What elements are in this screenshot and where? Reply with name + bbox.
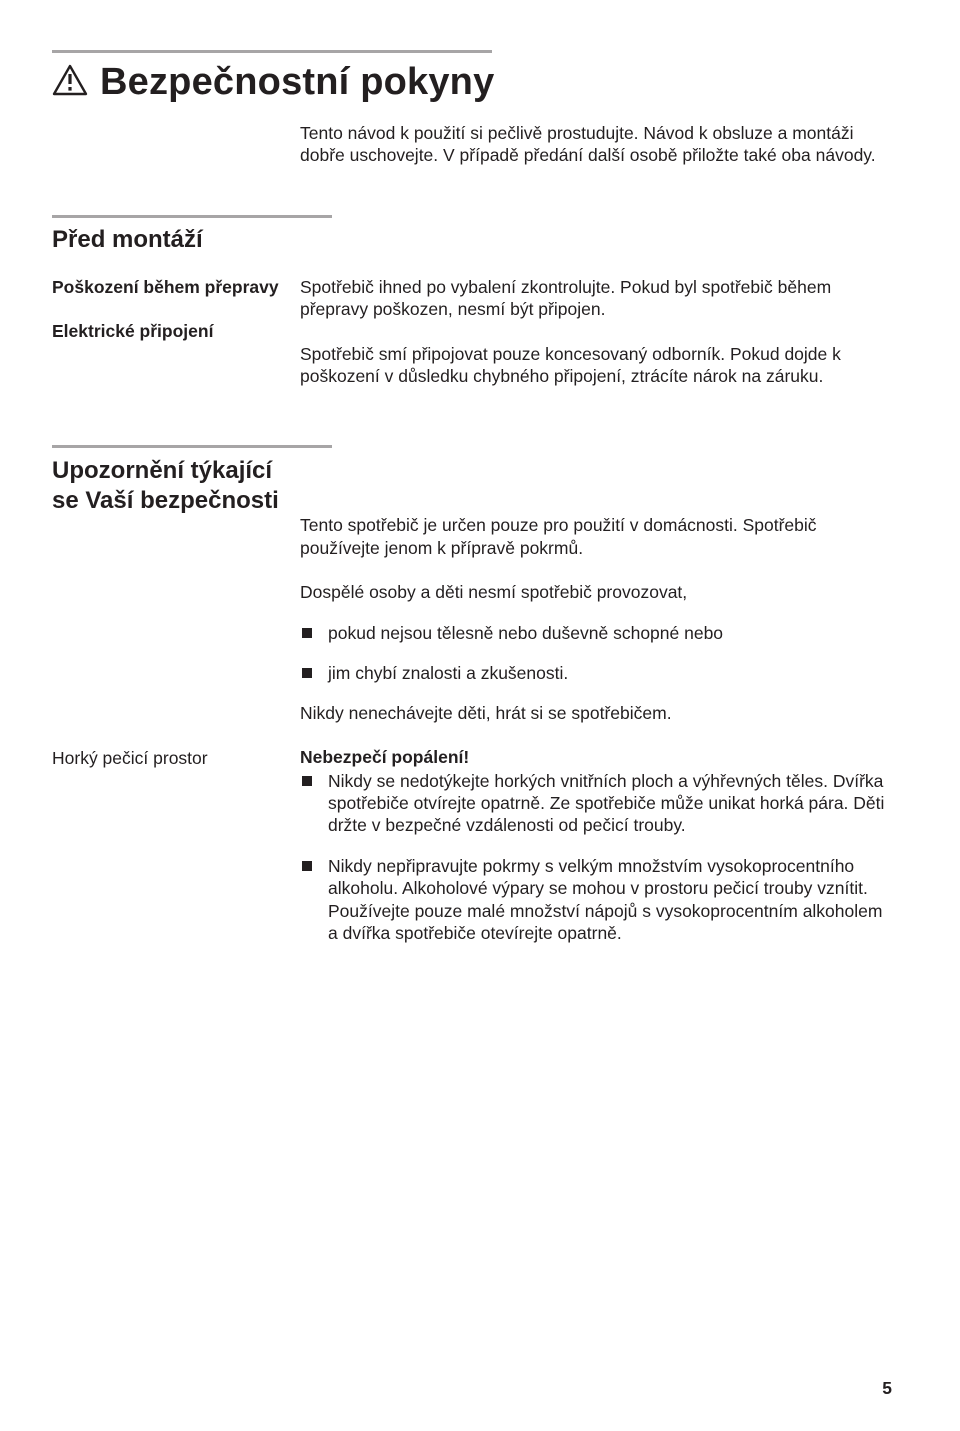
page-top-rule bbox=[52, 50, 492, 53]
section1-row1-label: Elektrické připojení bbox=[52, 320, 300, 342]
section2-row2: Horký pečicí prostor Nebezpečí popálení!… bbox=[52, 747, 892, 963]
intro-paragraph: Tento návod k použití si pečlivě prostud… bbox=[300, 122, 892, 167]
danger-title: Nebezpečí popálení! bbox=[300, 747, 892, 768]
section1-row0-text: Spotřebič ihned po vybalení zkontrolujte… bbox=[300, 276, 892, 321]
section1-rule bbox=[52, 215, 332, 218]
section2-line-after: Nikdy nenechávejte děti, hrát si se spot… bbox=[300, 702, 892, 724]
page-number: 5 bbox=[882, 1378, 892, 1399]
section2-intro1: Tento spotřebič je určen pouze pro použi… bbox=[300, 514, 892, 559]
section2-rule bbox=[52, 445, 332, 448]
title-row: Bezpečnostní pokyny bbox=[52, 61, 892, 104]
section1-row0-label: Poškození během přepravy bbox=[52, 276, 300, 298]
list-item: Nikdy se nedotýkejte horkých vnitřních p… bbox=[300, 770, 892, 837]
section2-bullets1: pokud nejsou tělesně nebo duševně schopn… bbox=[300, 622, 892, 685]
list-item: jim chybí znalosti a zkušenosti. bbox=[300, 662, 892, 684]
section1-heading: Před montáží bbox=[52, 226, 892, 254]
section1-row-0: Poškození během přepravy Elektrické přip… bbox=[52, 276, 892, 410]
section2-row2-label: Horký pečicí prostor bbox=[52, 747, 300, 769]
warning-icon bbox=[52, 64, 88, 101]
section2-block: Upozornění týkající se Vaší bezpečnosti … bbox=[52, 456, 892, 746]
section2-heading: Upozornění týkající se Vaší bezpečnosti bbox=[52, 456, 300, 515]
list-item: pokud nejsou tělesně nebo duševně schopn… bbox=[300, 622, 892, 644]
section2-intro2: Dospělé osoby a děti nesmí spotřebič pro… bbox=[300, 581, 892, 603]
section1-row1-text: Spotřebič smí připojovat pouze koncesova… bbox=[300, 343, 892, 388]
page-title: Bezpečnostní pokyny bbox=[100, 61, 494, 104]
list-item: Nikdy nepřipravujte pokrmy s velkým množ… bbox=[300, 855, 892, 945]
section2-bullets2: Nikdy se nedotýkejte horkých vnitřních p… bbox=[300, 770, 892, 945]
